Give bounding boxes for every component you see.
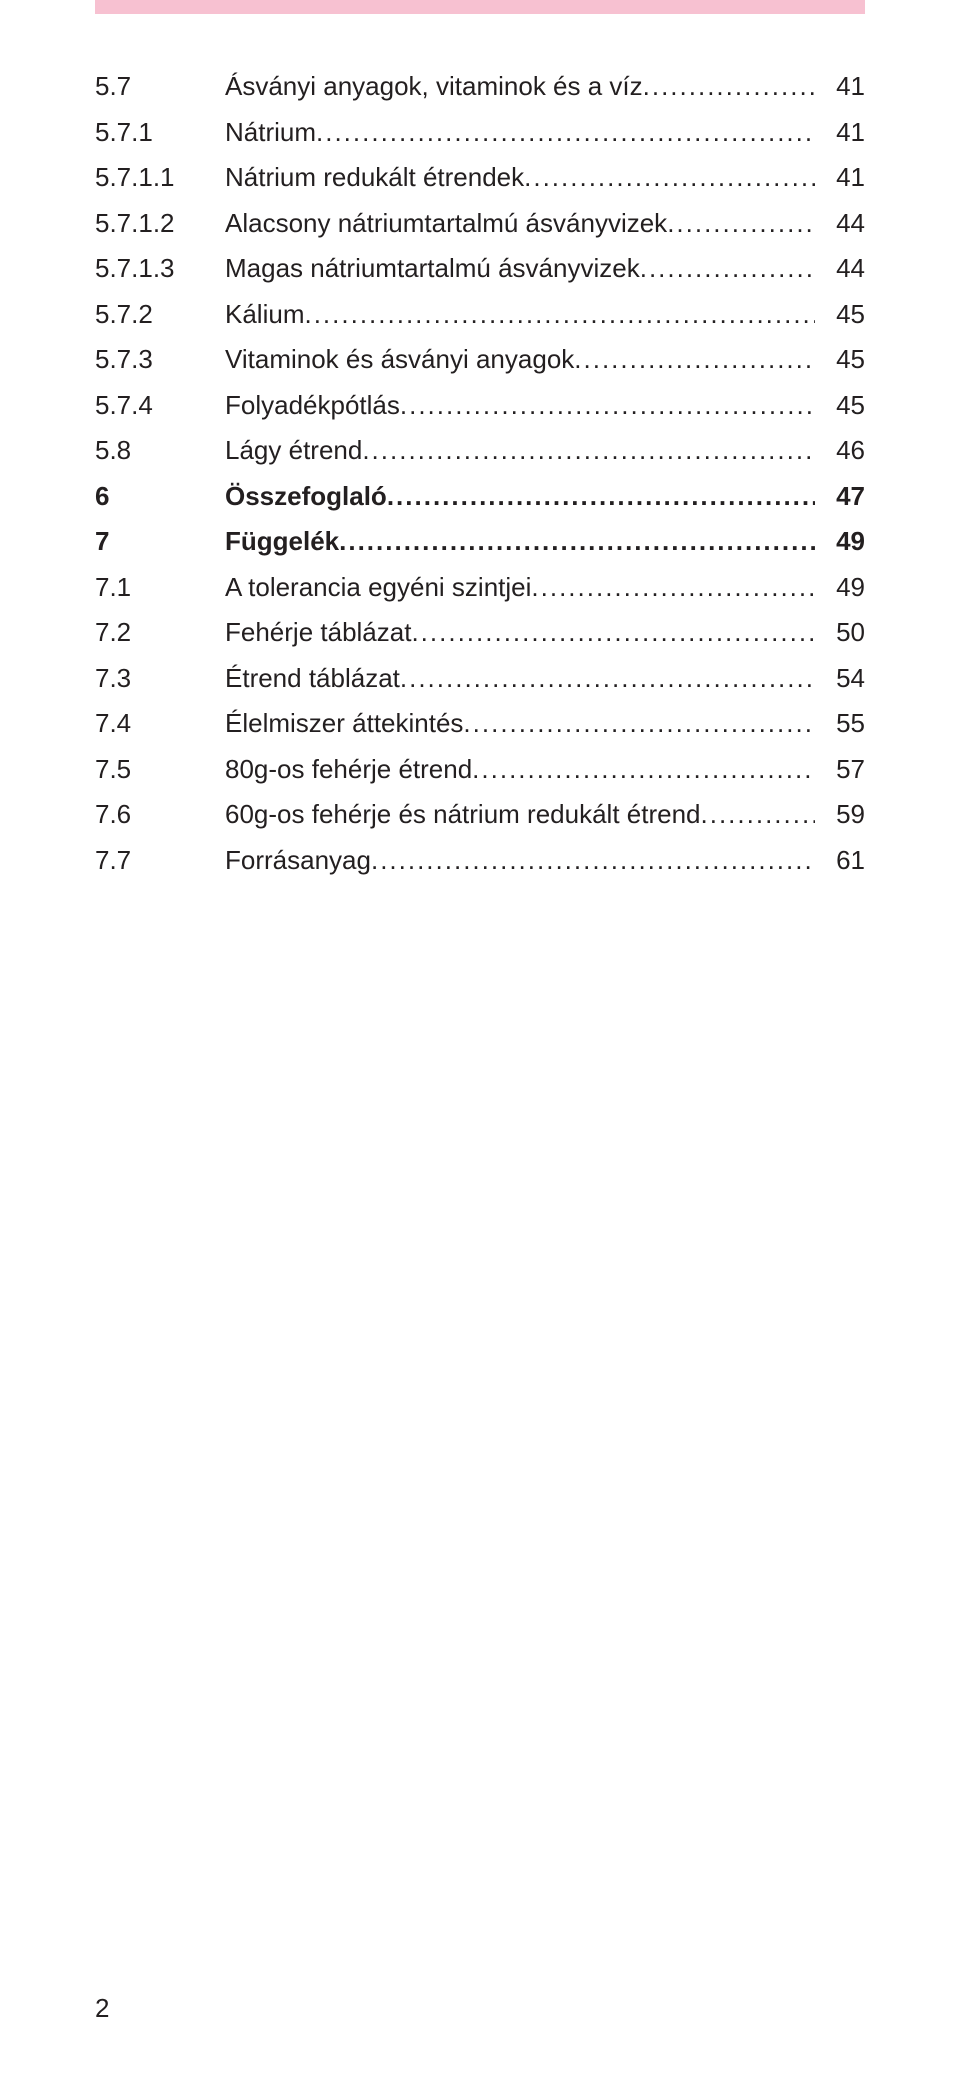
toc-leader-dots bbox=[387, 474, 815, 520]
toc-page: 45 bbox=[815, 292, 865, 338]
toc-number: 7.1 bbox=[95, 565, 225, 611]
toc-page: 49 bbox=[815, 519, 865, 565]
toc-page: 47 bbox=[815, 474, 865, 520]
toc-number: 7.6 bbox=[95, 792, 225, 838]
toc-title: Függelék bbox=[225, 519, 339, 565]
toc-page: 61 bbox=[815, 838, 865, 884]
toc-leader-dots bbox=[640, 246, 815, 292]
toc-leader-dots bbox=[362, 428, 815, 474]
toc-row: 7.4Élelmiszer áttekintés 55 bbox=[95, 701, 865, 747]
toc-leader-dots bbox=[400, 656, 815, 702]
toc-leader-dots bbox=[574, 337, 815, 383]
toc-leader-dots bbox=[472, 747, 815, 793]
toc-page: 49 bbox=[815, 565, 865, 611]
toc-page: 46 bbox=[815, 428, 865, 474]
toc-row: 5.7.1Nátrium 41 bbox=[95, 110, 865, 156]
toc-leader-dots bbox=[463, 701, 815, 747]
toc-number: 5.8 bbox=[95, 428, 225, 474]
toc-leader-dots bbox=[411, 610, 815, 656]
toc-row: 7.580g-os fehérje étrend 57 bbox=[95, 747, 865, 793]
toc-title: Ásványi anyagok, vitaminok és a víz bbox=[225, 64, 643, 110]
toc-title: Alacsony nátriumtartalmú ásványvizek bbox=[225, 201, 667, 247]
toc-leader-dots bbox=[524, 155, 815, 201]
toc-title: 80g-os fehérje étrend bbox=[225, 747, 472, 793]
toc-number: 7 bbox=[95, 519, 225, 565]
page-number: 2 bbox=[95, 1993, 109, 2024]
toc-row: 6Összefoglaló 47 bbox=[95, 474, 865, 520]
toc-row: 7.1A tolerancia egyéni szintjei 49 bbox=[95, 565, 865, 611]
toc-title: Folyadékpótlás bbox=[225, 383, 400, 429]
toc-page: 41 bbox=[815, 64, 865, 110]
toc-title: Étrend táblázat bbox=[225, 656, 400, 702]
toc-row: 5.8Lágy étrend 46 bbox=[95, 428, 865, 474]
toc-page: 44 bbox=[815, 201, 865, 247]
toc-page: 59 bbox=[815, 792, 865, 838]
toc-row: 7.3Étrend táblázat 54 bbox=[95, 656, 865, 702]
toc-page: 44 bbox=[815, 246, 865, 292]
toc-title: Kálium bbox=[225, 292, 304, 338]
toc-page: 55 bbox=[815, 701, 865, 747]
toc-page: 50 bbox=[815, 610, 865, 656]
toc-number: 5.7.4 bbox=[95, 383, 225, 429]
toc-leader-dots bbox=[304, 292, 815, 338]
toc-leader-dots bbox=[531, 565, 815, 611]
toc-row: 5.7.1.2Alacsony nátriumtartalmú ásványvi… bbox=[95, 201, 865, 247]
toc-page: 41 bbox=[815, 110, 865, 156]
toc-title: Összefoglaló bbox=[225, 474, 387, 520]
toc-number: 7.3 bbox=[95, 656, 225, 702]
toc-row: 5.7.4Folyadékpótlás 45 bbox=[95, 383, 865, 429]
toc-leader-dots bbox=[667, 201, 815, 247]
toc-number: 7.5 bbox=[95, 747, 225, 793]
toc-number: 5.7 bbox=[95, 64, 225, 110]
header-bar bbox=[95, 0, 865, 14]
toc-title: A tolerancia egyéni szintjei bbox=[225, 565, 531, 611]
toc-leader-dots bbox=[339, 519, 815, 565]
toc-page: 45 bbox=[815, 337, 865, 383]
table-of-contents: 5.7Ásványi anyagok, vitaminok és a víz 4… bbox=[95, 64, 865, 883]
toc-number: 7.2 bbox=[95, 610, 225, 656]
toc-page: 54 bbox=[815, 656, 865, 702]
toc-leader-dots bbox=[316, 110, 815, 156]
toc-title: Élelmiszer áttekintés bbox=[225, 701, 463, 747]
toc-number: 7.4 bbox=[95, 701, 225, 747]
toc-number: 5.7.3 bbox=[95, 337, 225, 383]
toc-number: 5.7.1.3 bbox=[95, 246, 225, 292]
toc-row: 5.7Ásványi anyagok, vitaminok és a víz 4… bbox=[95, 64, 865, 110]
toc-title: Nátrium bbox=[225, 110, 316, 156]
toc-leader-dots bbox=[400, 383, 815, 429]
toc-number: 7.7 bbox=[95, 838, 225, 884]
toc-page: 41 bbox=[815, 155, 865, 201]
toc-title: Vitaminok és ásványi anyagok bbox=[225, 337, 574, 383]
toc-row: 7Függelék 49 bbox=[95, 519, 865, 565]
toc-row: 7.7Forrásanyag 61 bbox=[95, 838, 865, 884]
toc-title: Lágy étrend bbox=[225, 428, 362, 474]
page: 5.7Ásványi anyagok, vitaminok és a víz 4… bbox=[0, 0, 960, 2089]
toc-title: Magas nátriumtartalmú ásványvizek bbox=[225, 246, 640, 292]
toc-row: 7.660g-os fehérje és nátrium redukált ét… bbox=[95, 792, 865, 838]
toc-title: Nátrium redukált étrendek bbox=[225, 155, 524, 201]
toc-number: 5.7.1.1 bbox=[95, 155, 225, 201]
toc-row: 5.7.1.3Magas nátriumtartalmú ásványvizek… bbox=[95, 246, 865, 292]
toc-page: 45 bbox=[815, 383, 865, 429]
toc-title: Fehérje táblázat bbox=[225, 610, 411, 656]
toc-number: 5.7.1.2 bbox=[95, 201, 225, 247]
toc-row: 5.7.3Vitaminok és ásványi anyagok 45 bbox=[95, 337, 865, 383]
toc-number: 6 bbox=[95, 474, 225, 520]
toc-row: 7.2Fehérje táblázat 50 bbox=[95, 610, 865, 656]
toc-page: 57 bbox=[815, 747, 865, 793]
toc-title: Forrásanyag bbox=[225, 838, 371, 884]
toc-number: 5.7.2 bbox=[95, 292, 225, 338]
toc-row: 5.7.2Kálium 45 bbox=[95, 292, 865, 338]
toc-number: 5.7.1 bbox=[95, 110, 225, 156]
toc-leader-dots bbox=[371, 838, 815, 884]
toc-row: 5.7.1.1Nátrium redukált étrendek 41 bbox=[95, 155, 865, 201]
toc-title: 60g-os fehérje és nátrium redukált étren… bbox=[225, 792, 701, 838]
toc-leader-dots bbox=[643, 64, 815, 110]
toc-leader-dots bbox=[701, 792, 816, 838]
